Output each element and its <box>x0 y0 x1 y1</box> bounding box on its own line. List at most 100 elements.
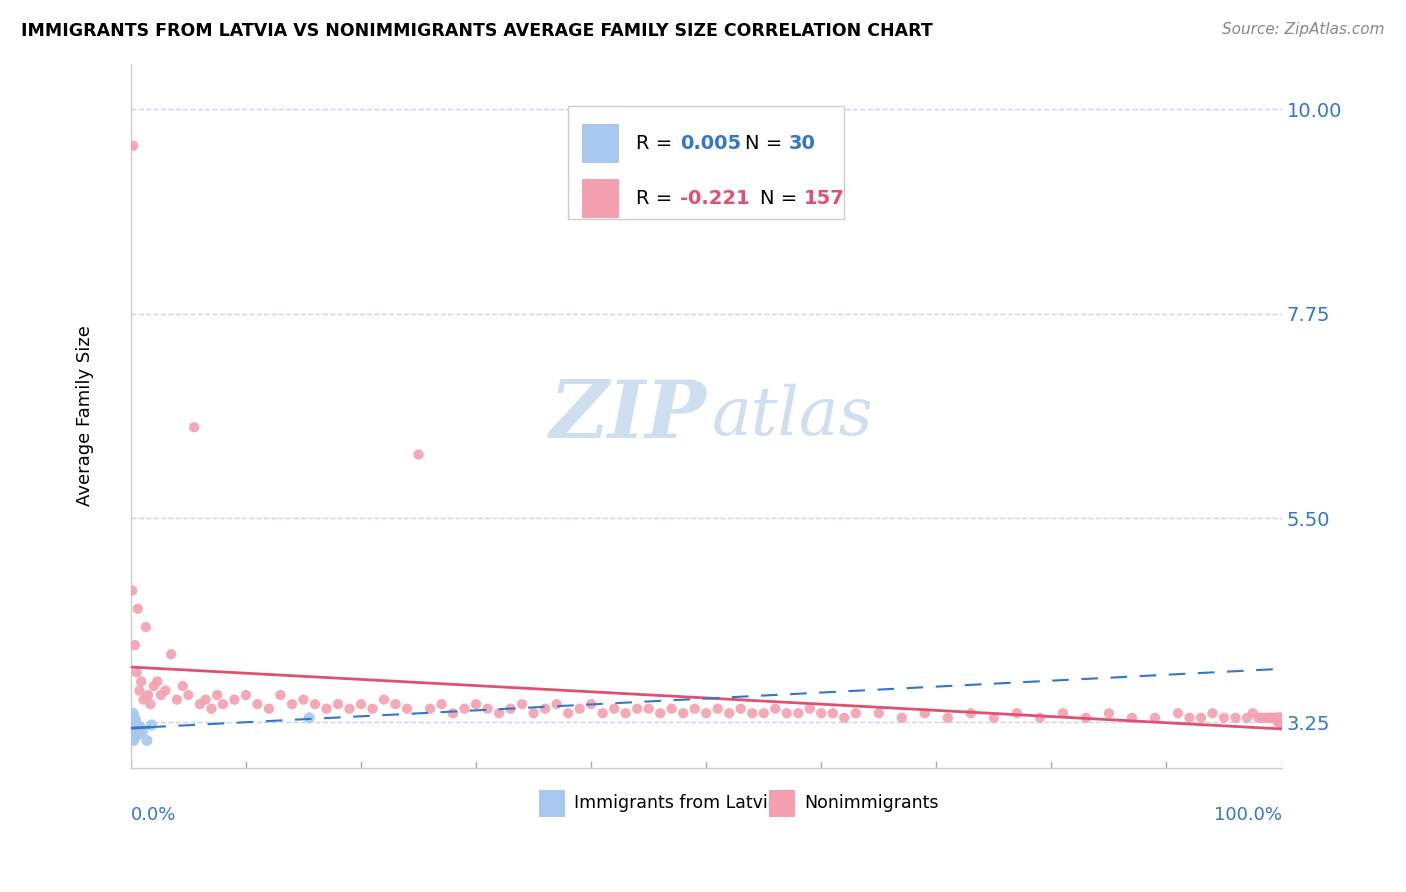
Point <box>384 697 406 711</box>
Point <box>1270 711 1292 725</box>
Point <box>269 688 291 702</box>
Point <box>1241 706 1264 721</box>
Point <box>419 701 441 715</box>
Point <box>1270 715 1292 730</box>
Point <box>1029 711 1052 725</box>
Point <box>1189 711 1212 725</box>
Text: Nonimmigrants: Nonimmigrants <box>804 794 939 812</box>
Point <box>373 692 395 706</box>
Point <box>121 720 143 734</box>
Point <box>776 706 799 721</box>
Point <box>695 706 717 721</box>
Point <box>127 718 149 732</box>
Point <box>122 715 145 730</box>
Point <box>1260 711 1282 725</box>
Text: N =: N = <box>745 134 789 153</box>
Point <box>125 665 148 680</box>
Point <box>546 697 568 711</box>
Point <box>135 620 157 634</box>
Text: 30: 30 <box>789 134 815 153</box>
Point <box>1143 711 1166 725</box>
Point <box>155 683 177 698</box>
Point <box>1264 711 1286 725</box>
Point <box>212 697 235 711</box>
Point <box>142 679 165 693</box>
Point <box>257 701 280 715</box>
Point <box>1265 711 1288 725</box>
Point <box>603 701 626 715</box>
Bar <box>582 179 619 218</box>
Point <box>706 701 728 715</box>
Point <box>650 706 672 721</box>
Point <box>1268 711 1291 725</box>
Point <box>730 701 752 715</box>
Point <box>205 688 228 702</box>
Point <box>200 701 222 715</box>
Point <box>626 701 648 715</box>
Point <box>914 706 936 721</box>
Point <box>124 713 146 727</box>
Point <box>122 718 145 732</box>
Point <box>1005 706 1028 721</box>
Point <box>122 720 145 734</box>
Point <box>890 711 912 725</box>
Point <box>592 706 614 721</box>
Point <box>149 688 172 702</box>
Point <box>131 724 153 739</box>
Point <box>122 727 145 741</box>
Point <box>672 706 695 721</box>
Point <box>1247 711 1270 725</box>
Point <box>122 138 145 153</box>
Point <box>160 647 183 661</box>
Point <box>477 701 499 715</box>
Point <box>557 706 579 721</box>
Point <box>614 706 637 721</box>
Point <box>568 701 591 715</box>
Point <box>122 713 145 727</box>
Point <box>129 720 152 734</box>
Point <box>350 697 373 711</box>
Point <box>128 727 150 741</box>
Point <box>637 701 659 715</box>
Point <box>453 701 475 715</box>
Point <box>124 638 146 652</box>
Point <box>441 706 464 721</box>
Point <box>1263 711 1285 725</box>
Text: IMMIGRANTS FROM LATVIA VS NONIMMIGRANTS AVERAGE FAMILY SIZE CORRELATION CHART: IMMIGRANTS FROM LATVIA VS NONIMMIGRANTS … <box>21 22 932 40</box>
Point <box>683 701 706 715</box>
Point <box>845 706 868 721</box>
Point <box>1270 715 1292 730</box>
Point <box>395 701 418 715</box>
Point <box>1074 711 1097 725</box>
Point <box>139 697 162 711</box>
Point <box>146 674 169 689</box>
Point <box>510 697 533 711</box>
Point <box>326 697 349 711</box>
Point <box>298 711 321 725</box>
Point <box>128 683 150 698</box>
Point <box>194 692 217 706</box>
Point <box>125 724 148 739</box>
Point <box>810 706 832 721</box>
Point <box>122 733 145 747</box>
Point <box>1178 711 1201 725</box>
Point <box>124 718 146 732</box>
Point <box>224 692 246 706</box>
Point <box>1121 711 1143 725</box>
Point <box>787 706 810 721</box>
Point <box>136 733 159 747</box>
Point <box>121 724 143 739</box>
Point <box>1267 715 1289 730</box>
Point <box>122 731 145 745</box>
Text: -0.221: -0.221 <box>679 189 749 208</box>
Text: Immigrants from Latvia: Immigrants from Latvia <box>574 794 779 812</box>
Point <box>499 701 522 715</box>
Point <box>361 701 384 715</box>
Point <box>960 706 983 721</box>
Point <box>121 729 143 743</box>
Text: atlas: atlas <box>711 384 873 449</box>
Text: N =: N = <box>761 189 804 208</box>
Point <box>1254 711 1277 725</box>
Text: Average Family Size: Average Family Size <box>76 326 94 507</box>
Point <box>1270 715 1292 730</box>
